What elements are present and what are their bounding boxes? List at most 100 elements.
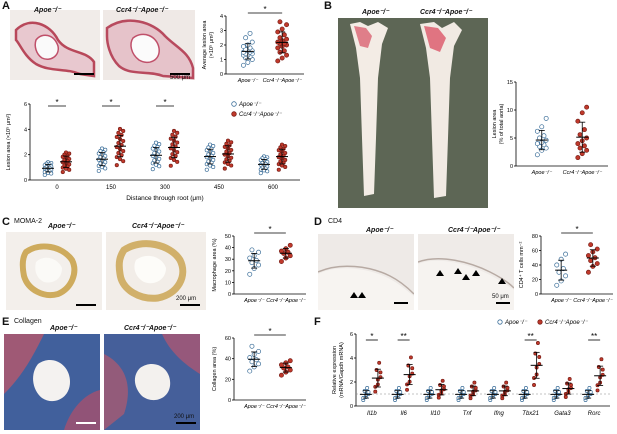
y-tick-label: 4 [220,14,223,20]
data-point [229,140,234,145]
x-tick-label: 150 [106,185,117,191]
data-point [405,387,409,392]
image-label-apoe: Apoe⁻/⁻ [362,9,389,16]
panel-b: B Apoe⁻/⁻ Ccr4⁻/⁻Apoe⁻/⁻ 0 5 10 15 Lesion ar… [320,0,617,215]
data-point [170,132,175,137]
histology-image-ccr4 [106,232,206,310]
panel-label-c: C [2,216,10,228]
data-point [534,141,540,147]
data-point [249,39,255,45]
x-tick-label: Apoe⁻/⁻ [237,78,259,84]
image-label-ccr4: Ccr4⁻/⁻Apoe⁻/⁻ [420,9,472,16]
x-tick-label: Tbx21 [522,411,539,417]
y-tick-label: 40 [225,246,231,252]
y-tick-label: 0 [220,72,223,78]
scale-bar [76,422,96,424]
data-point [585,253,591,259]
significance-label: * [370,332,373,341]
data-point [225,138,231,143]
y-tick-label: 6 [350,332,353,338]
moma2-stain [115,240,187,302]
data-point [170,142,175,147]
y-tick-label: 15 [507,80,513,86]
data-point [584,135,590,141]
scale-bar [76,304,96,306]
data-point [67,167,72,172]
significance-label: * [268,225,271,234]
data-point [595,388,600,393]
y-tick-label: 0 [228,292,231,298]
legend-marker-ccr4 [231,111,237,117]
histology-image-ccr4 [104,334,200,430]
y-axis-label: Lesion area [492,109,498,139]
data-point [175,130,180,135]
data-point [175,159,180,164]
data-point [279,26,285,32]
data-point [569,383,573,387]
chart-e: 0 20 40 60 Collagen area (%) * Apoe⁻/⁻ Ccr4⁻/⁻A… [212,327,306,410]
data-point [600,367,605,372]
data-point [121,159,126,164]
aortic-root-section [105,19,195,80]
y-tick-label: 60 [532,249,538,255]
x-tick-label: Tnf [463,411,473,417]
x-tick-label: 0 [55,185,59,191]
data-point [175,150,180,155]
data-point [279,55,285,61]
data-point [575,118,581,124]
y-tick-label: 2 [24,153,27,159]
histology-image-apoe [4,334,100,430]
legend-label: Ccr4⁻/⁻Apoe⁻/⁻ [545,320,589,326]
chart-f: 0 2 4 6 Relative expression (mRNA/Gapdh mRNA)… [332,319,610,417]
data-point [581,143,587,149]
data-point [249,343,255,349]
data-point [229,147,234,153]
data-point [96,168,101,173]
data-point [460,386,465,390]
data-point [114,163,119,168]
y-axis-label: (×10⁵ μm²) [208,32,215,59]
data-point [543,145,549,151]
image-label-ccr4: Ccr4⁻/⁻Apoe⁻/⁻ [132,223,184,230]
y-tick-label: 20 [225,377,231,383]
data-point [170,152,175,157]
legend-label: Apoe⁻/⁻ [238,102,262,108]
data-point [575,141,581,147]
data-point [532,383,536,387]
data-point [247,368,253,374]
x-axis-label: Distance through root (μm) [126,195,203,202]
data-point [541,133,547,139]
y-tick-label: 0 [510,164,513,170]
x-tick-label: Ccr4⁻/⁻Apoe⁻/⁻ [573,298,613,304]
data-point [594,261,600,267]
significance-label: * [575,225,578,234]
image-label-ccr4: Ccr4⁻/⁻Apoe⁻/⁻ [116,7,168,14]
y-tick-label: 2 [350,380,353,386]
data-point [563,273,569,279]
data-point [537,355,542,359]
scale-bar [176,422,196,424]
x-tick-label: Rorc [588,411,601,417]
data-point [277,19,283,25]
data-point [278,362,284,368]
x-tick-label: Ccr4⁻/⁻Apoe⁻/⁻ [266,404,306,410]
data-point [428,386,433,390]
data-point [579,110,585,116]
data-point [227,143,232,148]
data-point [555,386,560,390]
y-tick-label: 6 [24,102,27,108]
y-axis-label: Relative expression [332,346,338,394]
y-axis-label: Average lesion area [202,20,208,70]
data-point [505,385,510,390]
data-point [171,157,177,162]
data-point [408,355,413,360]
image-label-apoe: Apoe⁻/⁻ [366,227,393,234]
histology-image-apoe [318,234,414,310]
x-tick-label: Ifng [494,411,505,417]
y-tick-label: 20 [225,269,231,275]
y-tick-label: 50 [225,234,231,240]
panel-d: D CD4 Apoe⁻/⁻ Ccr4⁻/⁻Apoe⁻/⁻ 50 μm 0 20 40… [312,216,617,312]
significance-label: ** [401,332,407,341]
data-point [258,171,263,176]
data-point [256,262,262,268]
